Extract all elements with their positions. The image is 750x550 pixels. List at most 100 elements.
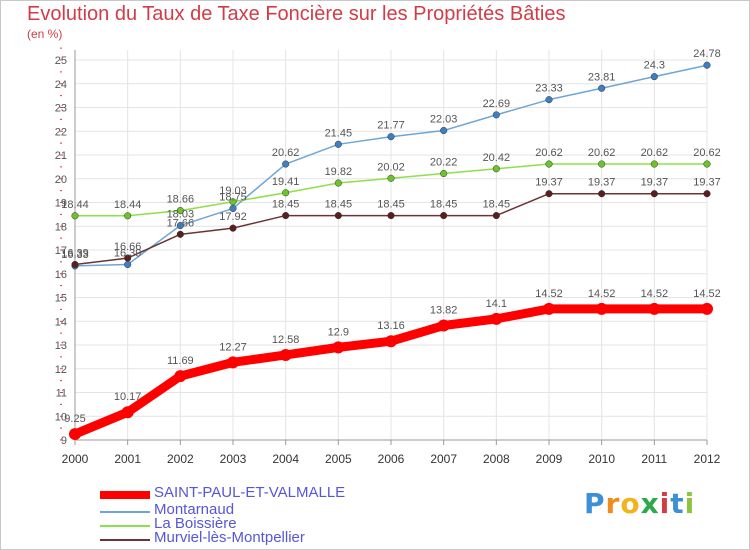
y-tick-label: 24	[55, 79, 67, 91]
data-label-montarnaud: 24.3	[644, 60, 665, 72]
data-label-montarnaud: 21.77	[377, 120, 405, 132]
data-point-murviel-l-s-montpellier	[703, 190, 711, 198]
legend-label-saint-paul: SAINT-PAUL-ET-VALMALLE	[154, 484, 346, 501]
x-tick-label: 2011	[641, 452, 667, 466]
data-label-la-boissi-re: 19.41	[272, 176, 300, 188]
data-label-saint-paul-et-valmalle: 14.52	[693, 288, 721, 300]
data-point-la-boissi-re	[176, 207, 184, 215]
data-label-la-boissi-re: 19.03	[219, 185, 247, 197]
data-label-montarnaud: 22.69	[483, 98, 511, 110]
data-point-montarnaud	[492, 111, 500, 119]
y-tick-label: 17	[55, 245, 67, 257]
legend-swatch-murviel	[100, 539, 150, 541]
data-label-saint-paul-et-valmalle: 13.82	[430, 305, 458, 317]
data-label-montarnaud: 20.62	[272, 147, 300, 159]
data-label-la-boissi-re: 20.62	[588, 147, 616, 159]
data-point-murviel-l-s-montpellier	[545, 190, 553, 198]
data-label-la-boissi-re: 18.44	[61, 199, 89, 211]
data-label-murviel-l-s-montpellier: 19.37	[693, 177, 721, 189]
data-point-la-boissi-re	[650, 160, 658, 168]
y-tick-label: 12	[55, 364, 67, 376]
data-point-la-boissi-re	[334, 179, 342, 187]
data-point-murviel-l-s-montpellier	[598, 190, 606, 198]
data-point-la-boissi-re	[282, 189, 290, 197]
data-label-murviel-l-s-montpellier: 17.66	[167, 217, 195, 229]
y-tick-label: 16	[55, 269, 67, 281]
data-label-la-boissi-re: 20.02	[377, 161, 405, 173]
data-point-saint-paul-et-valmalle	[279, 348, 292, 361]
data-label-la-boissi-re: 18.44	[114, 199, 142, 211]
legend-swatch-montarnaud	[100, 511, 150, 513]
data-point-la-boissi-re	[598, 160, 606, 168]
y-tick-label: 25	[55, 55, 67, 67]
data-label-layer: 16.33 16.3918.0318.7520.6221.4521.7722.03…	[61, 48, 721, 425]
data-point-murviel-l-s-montpellier	[124, 254, 132, 262]
y-tick-label: 15	[55, 293, 67, 305]
x-tick-label: 2009	[536, 452, 563, 466]
logo-letter: r	[605, 487, 621, 520]
data-point-saint-paul-et-valmalle	[648, 302, 661, 315]
data-point-saint-paul-et-valmalle	[543, 302, 555, 315]
data-point-montarnaud	[387, 133, 395, 141]
data-point-montarnaud	[124, 260, 132, 269]
logo-letter: i	[684, 487, 696, 520]
data-label-saint-paul-et-valmalle: 14.52	[535, 288, 563, 300]
data-label-montarnaud: 16.39	[114, 247, 142, 259]
data-label-montarnaud: 24.78	[693, 48, 721, 60]
data-point-saint-paul-et-valmalle	[701, 302, 713, 315]
data-label-murviel-l-s-montpellier: 18.45	[377, 199, 405, 211]
data-point-la-boissi-re	[229, 198, 237, 206]
series-layer	[69, 61, 713, 441]
legend-label-la-boissiere: La Boissière	[154, 515, 237, 532]
data-point-la-boissi-re	[545, 160, 553, 168]
data-label-murviel-l-s-montpellier: 18.45	[430, 199, 458, 211]
y-tick-label: 20	[55, 174, 67, 186]
data-label-saint-paul-et-valmalle: 14.52	[588, 288, 616, 300]
logo-letter: o	[620, 487, 641, 520]
data-label-montarnaud: 23.81	[588, 71, 616, 83]
data-label-montarnaud: 21.45	[325, 127, 353, 139]
legend-swatch-saint-paul	[100, 491, 150, 499]
data-label-montarnaud: 22.03	[430, 114, 458, 126]
data-point-montarnaud	[176, 221, 184, 230]
y-tick-label: 10	[55, 411, 67, 423]
data-label-saint-paul-et-valmalle: 12.9	[328, 326, 349, 338]
x-tick-label: 2008	[483, 452, 510, 466]
legend-label-murviel: Murviel-lès-Montpellier	[154, 529, 305, 546]
data-label-la-boissi-re: 20.62	[535, 147, 563, 159]
data-label-la-boissi-re: 20.62	[693, 147, 721, 159]
data-point-murviel-l-s-montpellier	[176, 230, 184, 238]
data-label-la-boissi-re: 20.42	[483, 152, 511, 164]
x-tick-label: 2004	[272, 452, 299, 466]
data-label-montarnaud: 16.33	[61, 249, 89, 261]
chart-title: Evolution du Taux de Taxe Foncière sur l…	[27, 3, 566, 25]
y-tick-label: 9	[61, 435, 67, 447]
data-point-montarnaud	[282, 160, 290, 168]
legend-label-montarnaud: Montarnaud	[154, 501, 235, 518]
data-point-saint-paul-et-valmalle	[490, 312, 503, 325]
data-point-murviel-l-s-montpellier	[71, 260, 79, 269]
data-point-saint-paul-et-valmalle	[227, 356, 239, 369]
data-point-saint-paul-et-valmalle	[595, 302, 608, 315]
data-label-montarnaud: 23.33	[535, 83, 563, 95]
data-label-saint-paul-et-valmalle: 12.27	[219, 341, 247, 353]
data-point-murviel-l-s-montpellier	[229, 224, 237, 232]
data-label-saint-paul-et-valmalle: 9.25	[64, 413, 85, 425]
data-point-murviel-l-s-montpellier	[492, 212, 500, 220]
data-point-saint-paul-et-valmalle	[121, 406, 134, 419]
data-point-la-boissi-re	[440, 169, 448, 178]
data-point-la-boissi-re	[703, 160, 711, 168]
x-tick-label: 2005	[325, 452, 352, 466]
legend-swatch-la-boissiere	[100, 525, 150, 527]
data-label-la-boissi-re: 20.22	[430, 157, 458, 169]
data-label-montarnaud: 18.03	[167, 209, 195, 221]
x-tick-label: 2006	[378, 452, 405, 466]
x-tick-label: 2012	[694, 452, 721, 466]
data-point-la-boissi-re	[387, 174, 395, 182]
data-label-saint-paul-et-valmalle: 12.58	[272, 334, 300, 346]
data-point-murviel-l-s-montpellier	[282, 212, 290, 220]
data-point-murviel-l-s-montpellier	[650, 190, 658, 198]
data-label-saint-paul-et-valmalle: 11.69	[167, 355, 194, 367]
